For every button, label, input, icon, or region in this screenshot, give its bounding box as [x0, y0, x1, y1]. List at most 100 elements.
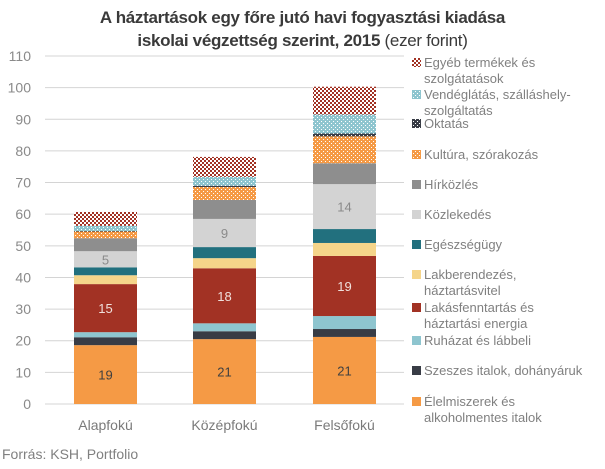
- bar-segment: [74, 225, 137, 231]
- bar-segment: [193, 268, 256, 324]
- legend-swatch: [412, 270, 421, 279]
- bar-segment: [74, 332, 137, 338]
- legend-item: Vendéglátás, szálláshely-szolgáltatás: [412, 87, 571, 118]
- bar-stack: [313, 86, 376, 404]
- y-tick-label: 90: [15, 111, 31, 127]
- title-line-2-bold: iskolai végzettség szerint, 2015: [137, 31, 381, 50]
- bar-segment: [74, 284, 137, 333]
- data-label: 19: [98, 368, 112, 383]
- legend-swatch: [412, 150, 421, 159]
- bar-segment: [313, 114, 376, 134]
- bar-segment: [313, 86, 376, 115]
- legend-label: Egészségügy: [424, 237, 503, 252]
- bar-segment: [193, 156, 256, 177]
- bar-segment: [313, 242, 376, 256]
- bar-segment: [313, 316, 376, 330]
- legend-item: Hírközlés: [412, 177, 479, 192]
- data-label: 19: [337, 279, 351, 294]
- legend-swatch: [412, 366, 421, 375]
- legend-item: Kultúra, szórakozás: [412, 147, 539, 162]
- bar-segment: [313, 329, 376, 337]
- chart-title: A háztartások egy főre jutó havi fogyasz…: [0, 6, 605, 52]
- bar-segment: [74, 345, 137, 404]
- legend-swatch: [412, 336, 421, 345]
- x-category-label: Középfokú: [191, 417, 257, 433]
- legend-swatch: [412, 210, 421, 219]
- bar-segment: [193, 323, 256, 332]
- bar-segment: [74, 337, 137, 346]
- bar-segment: [74, 275, 137, 285]
- y-tick-label: 80: [15, 143, 31, 159]
- data-label: 18: [217, 289, 231, 304]
- bar-segment: [74, 230, 137, 232]
- bar-segment: [193, 247, 256, 259]
- y-tick-label: 100: [8, 80, 32, 96]
- bar-segment: [193, 218, 256, 248]
- legend-label: szolgátatások: [424, 71, 504, 86]
- legend-label: szolgáltatás: [424, 103, 493, 118]
- bar-segment: [313, 163, 376, 185]
- y-axis-ticks: 0 10 20 30 40 50 60 70 80 90 100 110: [8, 48, 32, 412]
- source-note: Forrás: KSH, Portfolio: [2, 446, 139, 462]
- bar-segment: [193, 176, 256, 186]
- legend-item: Szeszes italok, dohányáruk: [412, 363, 583, 378]
- bars: [74, 86, 376, 404]
- title-unit: (ezer forint): [384, 31, 468, 50]
- legend-label: Lakásfenntartás és: [424, 300, 534, 315]
- legend-label: Kultúra, szórakozás: [424, 147, 539, 162]
- bar-segment: [193, 186, 256, 200]
- bar-segment: [313, 229, 376, 243]
- bar-segment: [193, 185, 256, 187]
- bar-stack: [193, 156, 256, 404]
- bar-segment: [313, 184, 376, 230]
- data-label: 15: [98, 301, 112, 316]
- y-tick-label: 60: [15, 206, 31, 222]
- legend-label: Oktatás: [424, 116, 469, 131]
- data-label: 9: [221, 226, 228, 241]
- legend-item: Egészségügy: [412, 237, 503, 252]
- y-tick-label: 30: [15, 301, 31, 317]
- y-tick-label: 40: [15, 269, 31, 285]
- legend-label: Ruházat és lábbeli: [424, 333, 531, 348]
- legend-label: Hírközlés: [424, 177, 479, 192]
- data-label: 14: [337, 200, 351, 215]
- bar-segment: [193, 199, 256, 219]
- legend-swatch: [412, 303, 421, 312]
- legend-swatch: [412, 58, 421, 67]
- legend-label: Szeszes italok, dohányáruk: [424, 363, 583, 378]
- y-tick-label: 110: [9, 48, 32, 64]
- legend-label: Élelmiszerek és: [424, 394, 516, 409]
- bar-segment: [74, 231, 137, 239]
- legend-swatch: [412, 180, 421, 189]
- bar-segment: [193, 331, 256, 340]
- legend-label: alkoholmentes italok: [424, 410, 542, 425]
- legend-label: Közlekedés: [424, 207, 492, 222]
- legend-label: Egyéb termékek és: [424, 55, 536, 70]
- bar-segment: [313, 133, 376, 137]
- legend-item: Közlekedés: [412, 207, 492, 222]
- bar-segment: [193, 339, 256, 404]
- legend-item: Lakberendezés,háztartásvitel: [412, 267, 517, 298]
- legend-swatch: [412, 397, 421, 406]
- y-tick-label: 70: [15, 175, 31, 191]
- x-axis-categories: Alapfokú Középfokú Felsőfokú: [78, 417, 375, 433]
- bar-segment: [313, 136, 376, 164]
- legend-label: háztartási energia: [424, 316, 528, 331]
- legend-label: háztartásvitel: [424, 283, 501, 298]
- data-label: 21: [337, 363, 351, 378]
- legend-item: Ruházat és lábbeli: [412, 333, 531, 348]
- legend-item: Oktatás: [412, 116, 469, 131]
- title-line-1: A háztartások egy főre jutó havi fogyasz…: [99, 8, 506, 27]
- legend-swatch: [412, 119, 421, 128]
- y-tick-label: 0: [23, 396, 31, 412]
- legend-label: Lakberendezés,: [424, 267, 517, 282]
- bar-segment: [74, 251, 137, 268]
- legend-swatch: [412, 90, 421, 99]
- y-tick-label: 20: [15, 333, 31, 349]
- data-label: 5: [102, 252, 109, 267]
- legend-label: Vendéglátás, szálláshely-: [424, 87, 571, 102]
